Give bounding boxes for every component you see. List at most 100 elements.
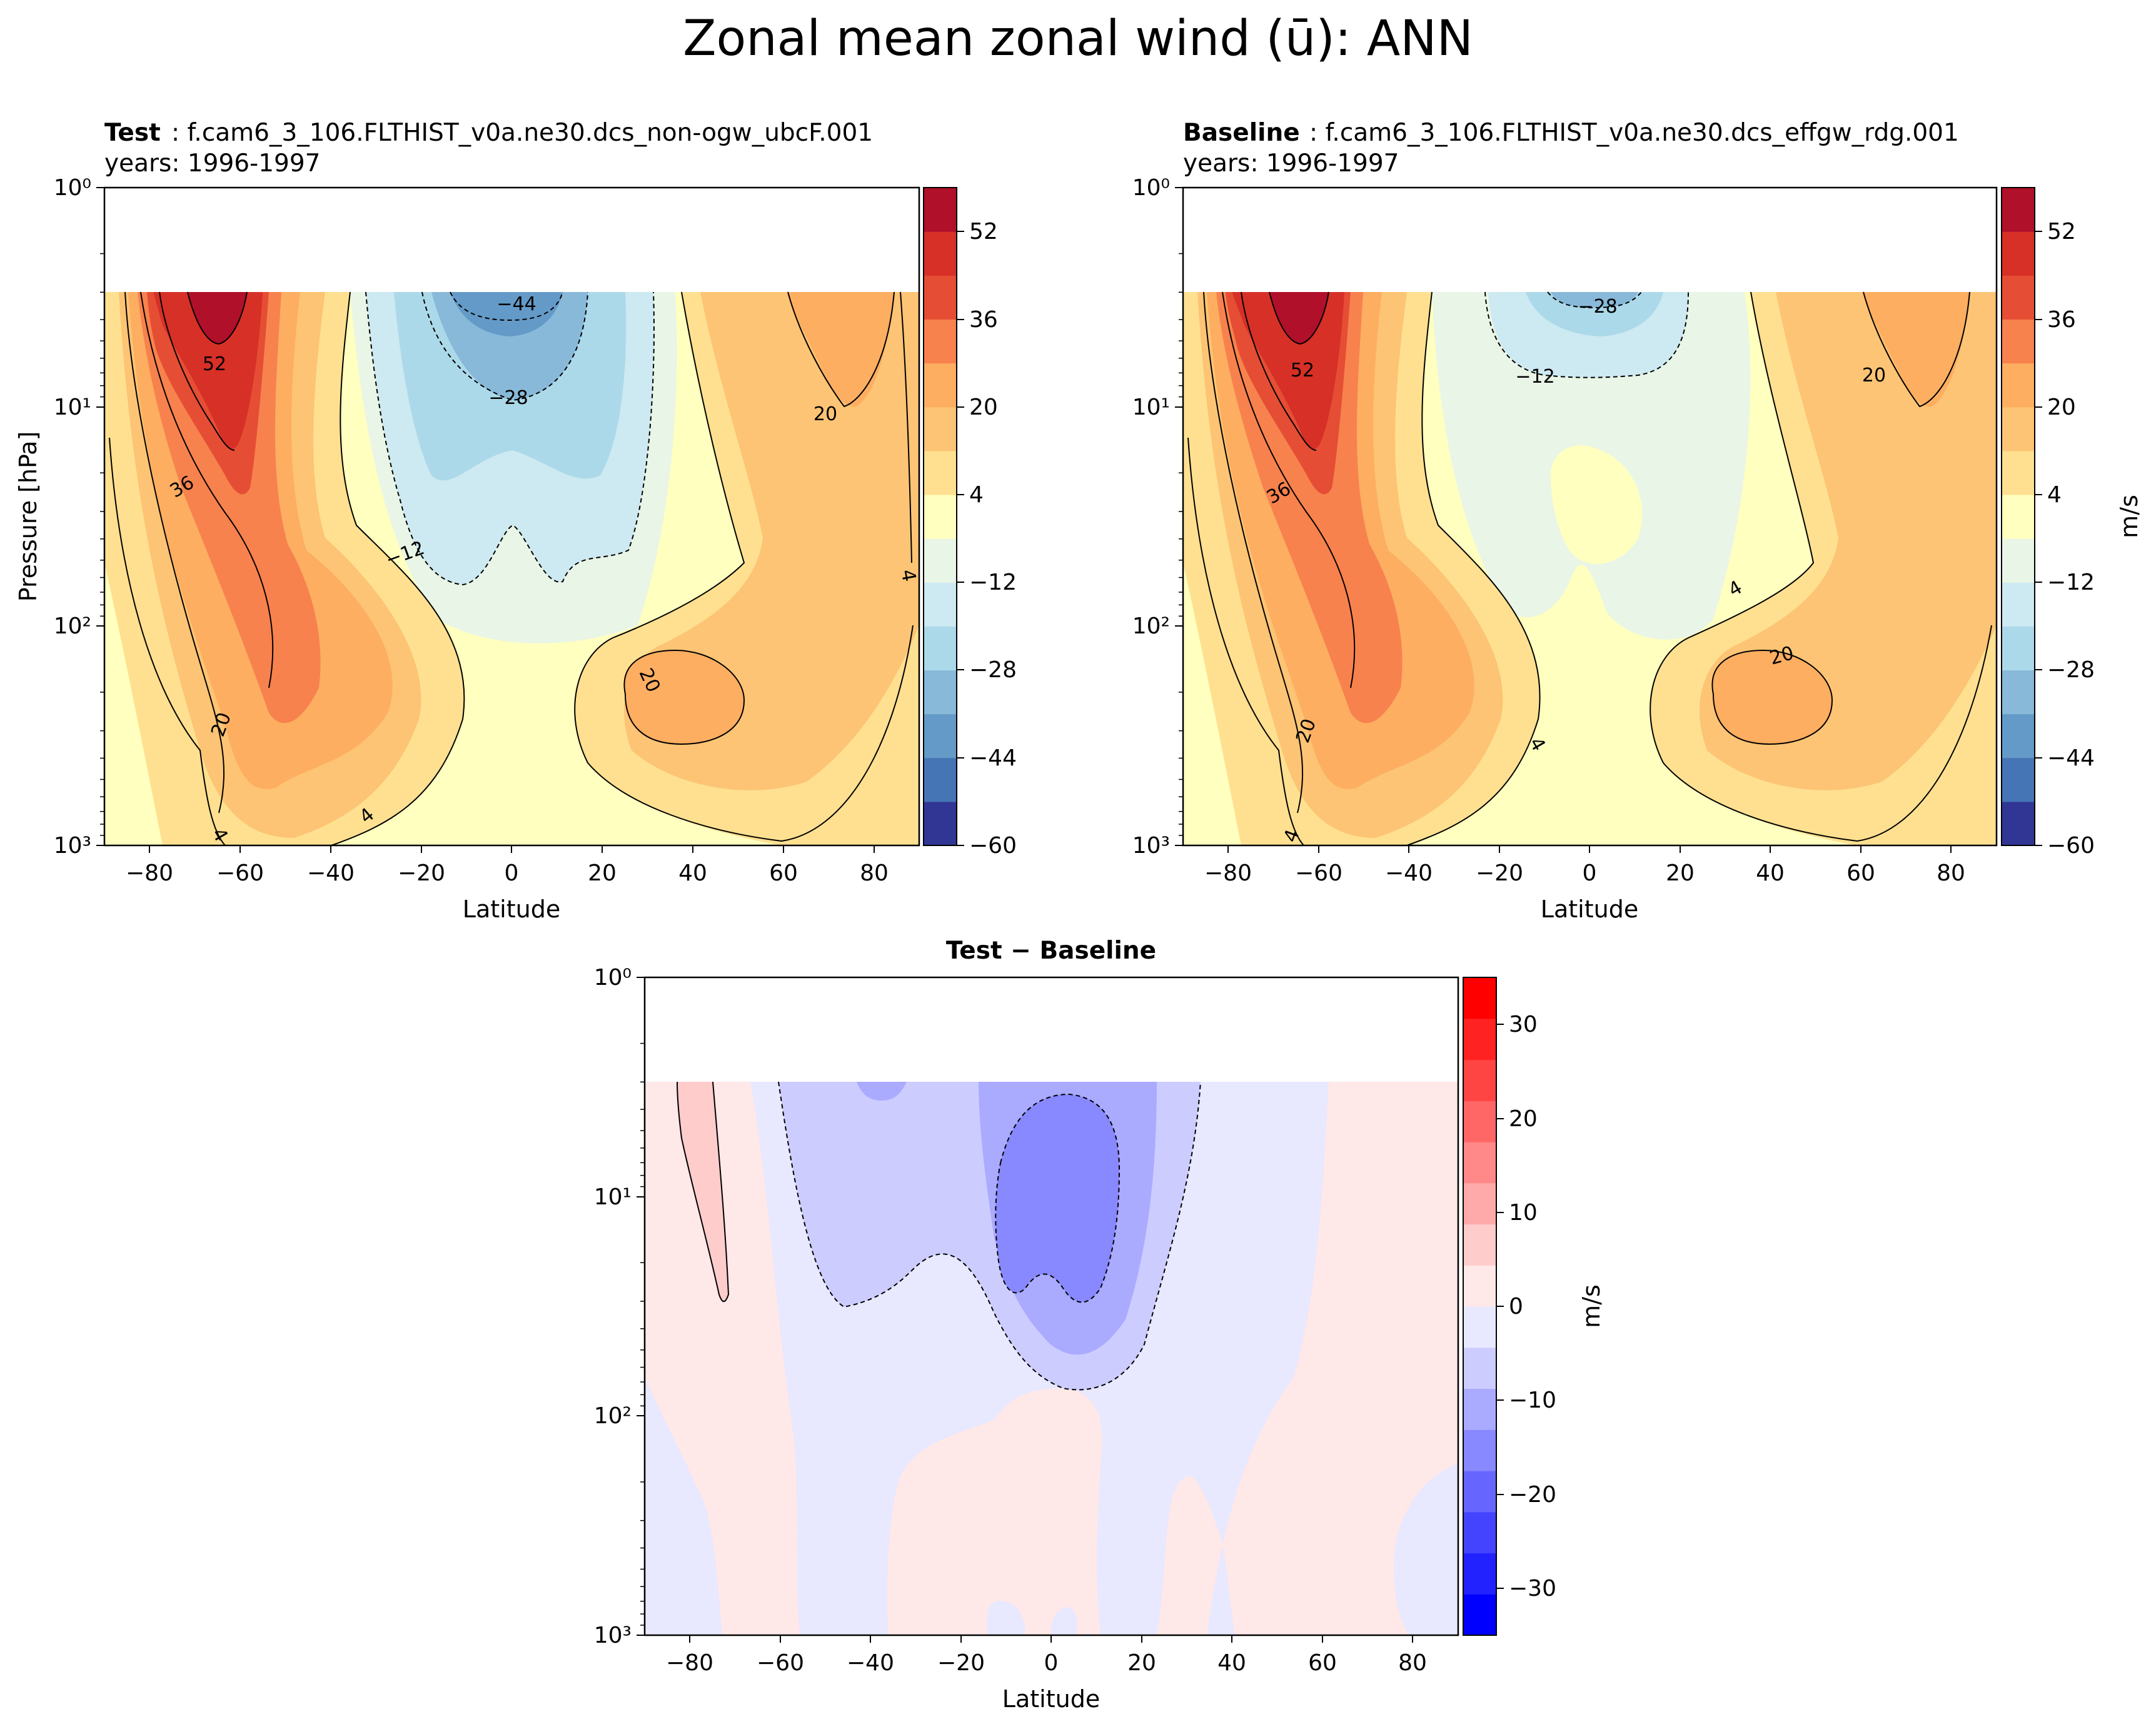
colorbar-tick-label: −10 — [1509, 1388, 1556, 1413]
panel-difference: Test − Baseline — [594, 937, 1605, 1713]
panel-difference-no-data-band — [645, 977, 1458, 1082]
figure-title: Zonal mean zonal wind (ū): ANN — [683, 11, 1473, 67]
field-layer-n28 — [1551, 292, 1638, 308]
colorbar-tick-label: 0 — [1509, 1294, 1523, 1319]
y-tick-label: 10² — [54, 613, 91, 639]
contour-line — [995, 1093, 1121, 1303]
contour-label: 20 — [1862, 365, 1886, 386]
panel-difference-axis — [637, 977, 1413, 1643]
y-tick-label: 10² — [594, 1403, 632, 1429]
colorbar-ticks — [957, 231, 964, 846]
x-tick-label: 40 — [1217, 1650, 1246, 1676]
colorbar-bin — [924, 406, 957, 451]
panel-test-title-bold: Test — [104, 119, 161, 147]
colorbar-tick-label: 20 — [969, 395, 998, 420]
colorbar-tick-label: 36 — [969, 307, 998, 333]
panel-baseline-minor-ticks — [1179, 253, 1183, 836]
panel-test-axis — [96, 187, 875, 853]
colorbar-bin — [1463, 1388, 1496, 1430]
panel-test-contours — [109, 291, 914, 845]
x-tick-label: 80 — [1937, 860, 1965, 886]
colorbar-tick-label: 36 — [2047, 307, 2076, 333]
colorbar-bin — [1463, 1429, 1496, 1471]
x-tick-label: −80 — [126, 860, 173, 886]
contour-line — [1203, 291, 1303, 814]
panel-difference-xlabel: Latitude — [1002, 1685, 1100, 1713]
panel-baseline-y-tick-labels: 10⁰ 10¹ 10² 10³ — [1132, 175, 1170, 859]
field-layer-n36 — [450, 292, 563, 336]
colorbar-tick-label: −44 — [969, 745, 1017, 771]
y-tick-label: 10⁰ — [594, 965, 632, 991]
x-tick-label: 60 — [769, 860, 798, 886]
colorbar-tick-label: −12 — [2047, 570, 2095, 595]
contour-label: −28 — [488, 387, 528, 409]
colorbar-bin — [2002, 626, 2035, 671]
colorbar-tick-labels: 52 36 20 4 −12 −28 −44 −60 — [2047, 219, 2095, 859]
colorbar-bin — [924, 275, 957, 320]
y-tick-label: 10⁰ — [1132, 175, 1170, 201]
field-layer-pos-tropics — [887, 1388, 1102, 1635]
colorbar-bin — [1463, 1511, 1496, 1554]
x-tick-label: −60 — [216, 860, 264, 886]
panel-test: Test : f.cam6_3_106.FLTHIST_v0a.ne30.dcs… — [14, 119, 1017, 923]
panel-difference-field — [645, 1082, 1458, 1635]
colorbar-bin — [2002, 231, 2035, 276]
contour-line — [124, 291, 224, 814]
panel-test-xlabel: Latitude — [463, 895, 560, 923]
colorbar-tick-label: 52 — [969, 219, 998, 244]
x-tick-label: 40 — [1756, 860, 1785, 886]
contour-line — [1863, 291, 1970, 408]
field-layer-p44-south — [153, 292, 263, 450]
panel-baseline-field — [1183, 292, 1997, 845]
panel-baseline: Baseline : f.cam6_3_106.FLTHIST_v0a.ne30… — [1132, 119, 2143, 923]
y-tick-label: 10³ — [1132, 833, 1170, 859]
colorbar-bin — [1463, 1553, 1496, 1595]
field-layer-p20-north — [624, 292, 894, 744]
panel-difference-title: Test − Baseline — [946, 937, 1156, 965]
colorbar-tick-label: 20 — [2047, 395, 2076, 420]
x-tick-label: −40 — [847, 1650, 894, 1676]
y-tick-label: 10¹ — [54, 395, 91, 420]
x-tick-label: −80 — [666, 1650, 713, 1676]
colorbar-bin — [1463, 1101, 1496, 1142]
contour-line — [450, 291, 563, 321]
colorbar-label: m/s — [2115, 495, 2143, 538]
contour-line — [677, 1081, 730, 1303]
x-tick-label: 0 — [505, 860, 519, 886]
field-layer-n15 — [995, 1094, 1119, 1303]
colorbar-bin — [1463, 1306, 1496, 1348]
colorbar-bin — [1463, 1265, 1496, 1307]
contour-line — [1269, 291, 1329, 345]
x-tick-label: 20 — [1666, 860, 1695, 886]
colorbar-bin — [2002, 494, 2035, 539]
panel-baseline-axis — [1175, 187, 1952, 853]
panel-difference-x-tick-labels: −80 −60 −40 −20 0 20 40 60 80 — [666, 1650, 1427, 1676]
colorbar-bin — [924, 188, 957, 232]
colorbar-bin — [2002, 363, 2035, 408]
colorbar-bin — [2002, 713, 2035, 759]
contour-label: 52 — [1291, 360, 1314, 381]
contour-line — [1406, 291, 1541, 845]
colorbar-bin — [2002, 450, 2035, 495]
contour-line — [1711, 649, 1833, 745]
colorbar-bin — [2002, 406, 2035, 451]
panel-baseline-title-bold: Baseline — [1183, 119, 1300, 147]
panel-baseline-no-data-band — [1183, 188, 1997, 292]
colorbar-bin — [924, 801, 957, 846]
contour-line — [574, 291, 914, 842]
contour-label: −28 — [1578, 296, 1617, 318]
colorbar-bin — [1463, 1224, 1496, 1266]
colorbar-bin — [2002, 670, 2035, 715]
colorbar-tick-label: −44 — [2047, 745, 2095, 771]
x-tick-label: 40 — [678, 860, 707, 886]
colorbar-tick-label: −30 — [1509, 1576, 1556, 1601]
colorbar-bin — [2002, 582, 2035, 627]
colorbar-bin — [924, 713, 957, 759]
contour-line — [778, 1081, 1201, 1391]
contour-line — [159, 291, 235, 451]
contour-line — [331, 291, 465, 845]
colorbar-bin — [924, 757, 957, 802]
panel-test-title-rest: : f.cam6_3_106.FLTHIST_v0a.ne30.dcs_non-… — [171, 119, 873, 147]
colorbar-tick-label: 10 — [1509, 1200, 1538, 1226]
colorbar-bin — [924, 231, 957, 276]
